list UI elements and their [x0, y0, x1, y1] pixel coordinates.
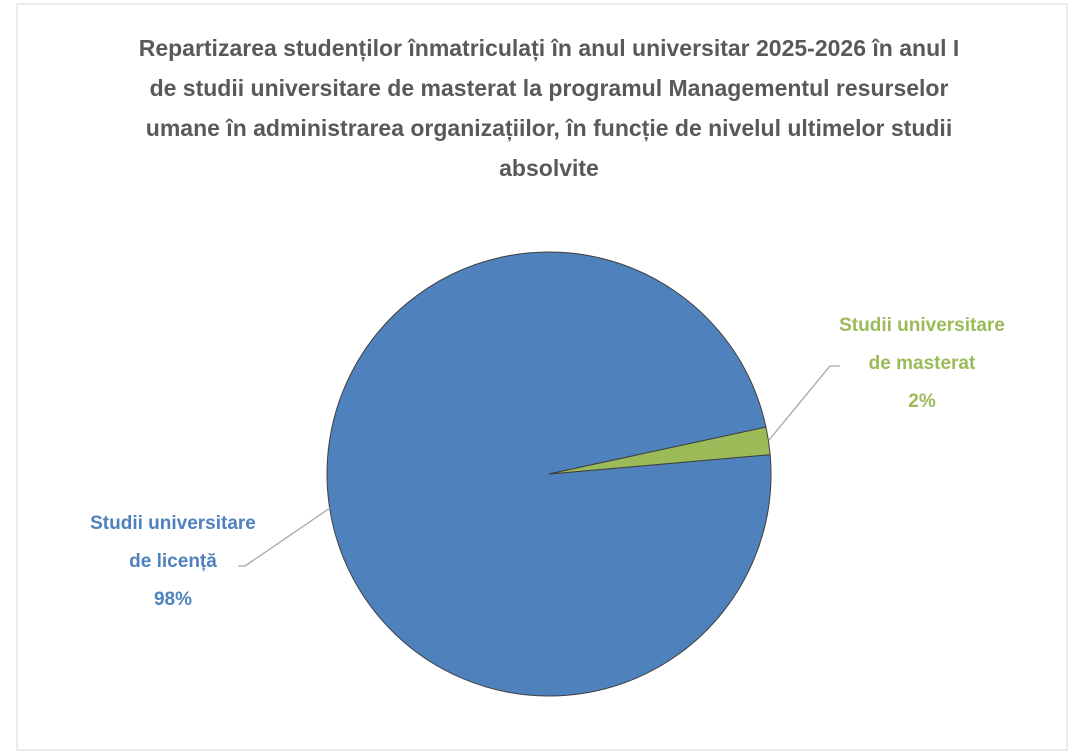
data-label-value: 2%	[908, 391, 936, 412]
data-label-name: Studii universitare de licență	[90, 513, 256, 572]
leader-line	[768, 365, 840, 441]
data-label: Studii universitare de masterat 2%	[837, 307, 1007, 421]
data-label: Studii universitare de licență 98%	[88, 505, 258, 619]
pie-slice	[548, 426, 771, 475]
data-label-value: 98%	[153, 589, 193, 610]
leader-line	[238, 507, 331, 567]
chart-title: Repartizarea studenților înmatriculați î…	[138, 35, 960, 181]
data-label-name: Studii universitare de masterat	[839, 315, 1005, 374]
